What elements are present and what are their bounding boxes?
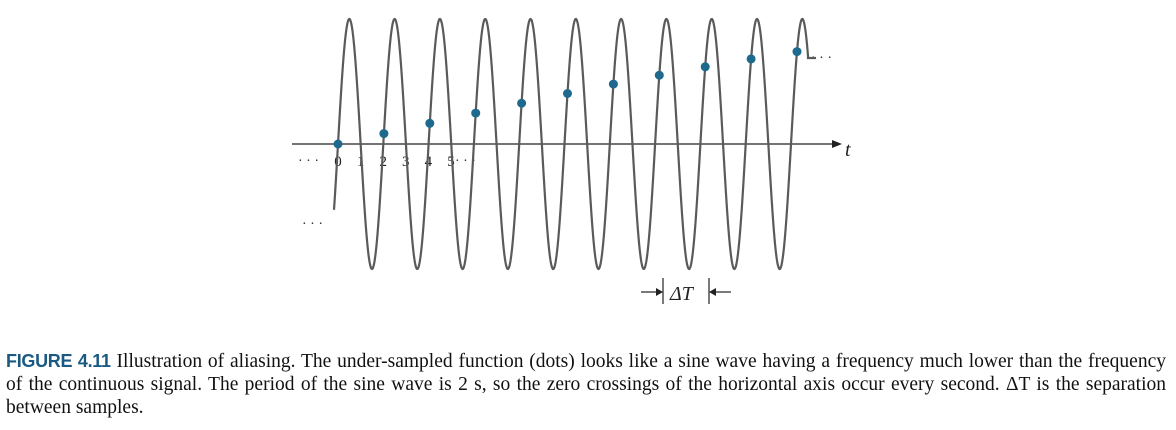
upper-right-ellipsis: · · · — [811, 51, 832, 66]
sample-dot — [563, 89, 572, 98]
delta-t-left-arrowhead — [656, 288, 663, 296]
t-axis-label: t — [845, 139, 851, 161]
tick-label: 3 — [402, 154, 410, 170]
sample-dots — [333, 47, 802, 149]
sample-dot — [379, 129, 389, 139]
left-ellipsis: · · · — [298, 154, 319, 169]
right-ellipsis: · · · — [455, 154, 476, 169]
sample-dot — [333, 139, 343, 149]
delta-t-label: ΔT — [669, 283, 695, 305]
continuous-signal-wave — [332, 17, 816, 271]
caption-text: Illustration of aliasing. The under-samp… — [6, 351, 1166, 418]
figure-number: FIGURE 4.11 — [6, 351, 111, 371]
sample-dot — [471, 108, 481, 118]
delta-t-right-arrowhead — [709, 288, 716, 296]
sample-dot — [425, 118, 435, 128]
sample-dot — [608, 79, 618, 89]
t-axis-arrowhead — [832, 140, 842, 148]
sample-dot — [517, 98, 527, 108]
delta-t-indicator: ΔT — [641, 278, 731, 305]
sample-dot — [746, 54, 756, 64]
tick-label: 5 — [447, 154, 455, 170]
lower-left-ellipsis: · · · — [302, 217, 323, 232]
sample-dot — [700, 62, 710, 72]
sample-dot — [792, 47, 802, 57]
sample-dot — [654, 70, 664, 80]
figure-caption: FIGURE 4.11 Illustration of aliasing. Th… — [6, 350, 1166, 419]
